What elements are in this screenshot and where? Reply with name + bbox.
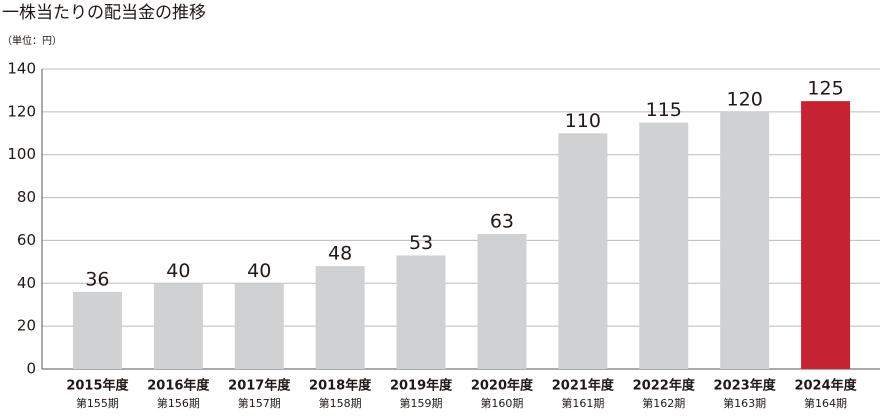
x-tick-label: 2019年度 xyxy=(390,378,453,394)
x-tick-sublabel: 第156期 xyxy=(157,396,200,410)
bar xyxy=(477,234,527,369)
value-label: 53 xyxy=(409,232,433,254)
bar xyxy=(396,255,446,369)
bar xyxy=(639,122,689,369)
x-tick-label: 2021年度 xyxy=(552,378,615,394)
x-tick-sublabel: 第160期 xyxy=(480,396,523,410)
bar xyxy=(315,266,365,369)
x-tick-sublabel: 第159期 xyxy=(400,396,443,410)
x-tick-sublabel: 第162期 xyxy=(642,396,685,410)
y-tick-label: 40 xyxy=(17,274,36,292)
x-tick-sublabel: 第163期 xyxy=(723,396,766,410)
value-label: 110 xyxy=(565,110,601,132)
value-label: 40 xyxy=(166,260,190,282)
x-tick-sublabel: 第155期 xyxy=(76,396,119,410)
x-tick-label: 2017年度 xyxy=(228,378,291,394)
x-tick-label: 2020年度 xyxy=(471,378,534,394)
value-label: 63 xyxy=(490,211,514,233)
x-tick-label: 2015年度 xyxy=(66,378,129,394)
bar xyxy=(153,283,203,369)
value-label: 40 xyxy=(247,260,271,282)
value-label: 120 xyxy=(727,88,763,110)
y-tick-label: 60 xyxy=(17,231,36,249)
bar xyxy=(72,291,122,369)
value-label: 115 xyxy=(646,99,682,121)
y-tick-label: 20 xyxy=(17,317,36,335)
value-label: 48 xyxy=(328,243,352,265)
y-tick-label: 0 xyxy=(26,360,36,378)
x-tick-sublabel: 第161期 xyxy=(561,396,604,410)
x-tick-sublabel: 第157期 xyxy=(238,396,281,410)
x-tick-sublabel: 第158期 xyxy=(319,396,362,410)
x-tick-label: 2018年度 xyxy=(309,378,372,394)
bar xyxy=(801,101,851,370)
bar xyxy=(720,111,770,369)
unit-label: （単位：円） xyxy=(2,34,62,47)
value-label: 36 xyxy=(85,268,109,290)
x-tick-label: 2023年度 xyxy=(714,378,777,394)
value-label: 125 xyxy=(807,78,843,100)
x-tick-label: 2024年度 xyxy=(794,378,857,394)
y-tick-label: 120 xyxy=(7,102,36,120)
bar xyxy=(234,283,284,369)
bar xyxy=(558,133,608,369)
y-tick-label: 80 xyxy=(17,188,36,206)
y-tick-label: 140 xyxy=(7,60,36,78)
x-tick-label: 2022年度 xyxy=(633,378,696,394)
x-tick-label: 2016年度 xyxy=(147,378,210,394)
y-tick-label: 100 xyxy=(7,145,36,163)
x-tick-sublabel: 第164期 xyxy=(804,396,847,410)
chart-title: 一株当たりの配当金の推移 xyxy=(2,3,206,23)
